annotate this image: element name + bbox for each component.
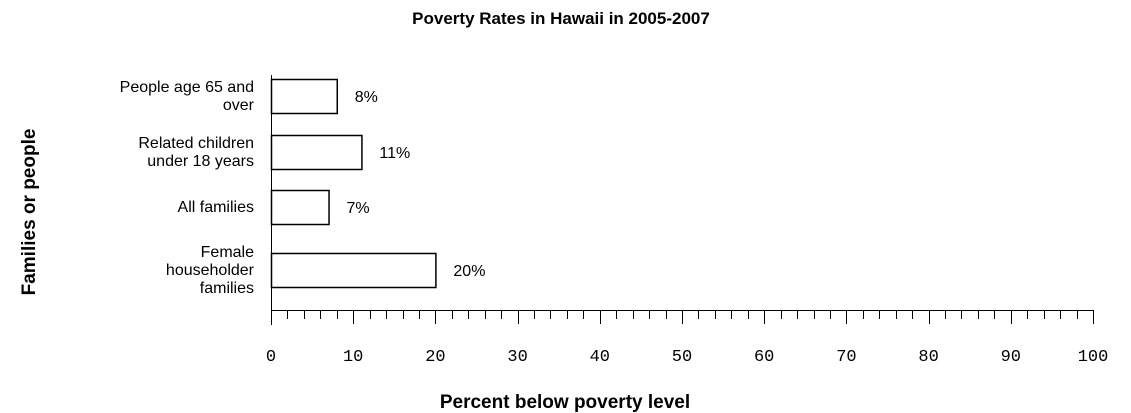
bar <box>270 78 339 115</box>
category-label: People age 65 and over <box>120 79 255 114</box>
x-tick-label: 100 <box>1078 348 1109 367</box>
category-label: Related children under 18 years <box>138 135 254 170</box>
x-axis-title: Percent below poverty level <box>440 392 690 413</box>
data-label: 11% <box>379 145 410 162</box>
x-tick-label: 10 <box>343 348 363 367</box>
chart-title: Poverty Rates in Hawaii in 2005-2007 <box>412 9 710 28</box>
x-tick-label: 70 <box>836 348 856 367</box>
x-tick-label: 80 <box>918 348 938 367</box>
x-tick-label: 60 <box>754 348 774 367</box>
x-tick-label: 50 <box>672 348 692 367</box>
category-label: Female householder families <box>166 244 255 297</box>
category-label: All families <box>178 199 254 216</box>
x-tick-label: 90 <box>1001 348 1021 367</box>
data-label: 20% <box>453 263 485 280</box>
x-tick-label: 20 <box>425 348 445 367</box>
y-axis-title: Families or people <box>19 129 40 296</box>
x-tick-label: 30 <box>507 348 527 367</box>
data-label: 8% <box>355 89 378 106</box>
bar <box>270 134 363 171</box>
x-tick-label: 0 <box>266 348 276 367</box>
bar <box>270 252 437 289</box>
data-label: 7% <box>347 200 370 217</box>
bar <box>270 189 330 226</box>
x-tick-label: 40 <box>590 348 610 367</box>
